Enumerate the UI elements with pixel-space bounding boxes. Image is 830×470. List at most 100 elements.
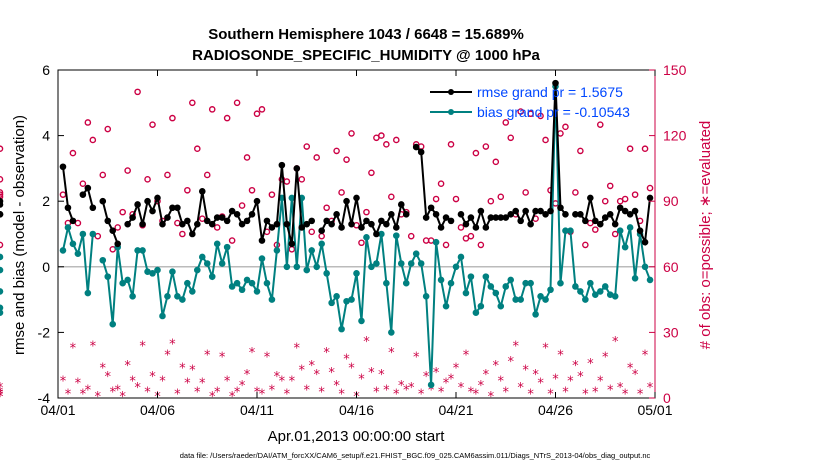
obs-possible-marker [592,226,599,233]
obs-evaluated-marker: * [448,372,455,387]
obs-evaluated-marker: * [483,368,490,383]
bias-point [318,240,325,248]
rmse-point [552,79,559,87]
obs-possible-marker [407,232,415,240]
obs-evaluated-marker: * [468,385,475,400]
obs-evaluated-marker: * [249,346,256,361]
bias-point [646,276,654,284]
obs-evaluated-marker: * [493,359,500,374]
obs-possible-marker [114,224,121,231]
obs-possible-marker [164,171,171,179]
obs-evaluated-marker: * [0,390,4,405]
x-axis-label: Apr.01,2013 00:00:00 start [268,428,446,445]
obs-evaluated-marker: * [453,361,460,376]
rmse-point [99,197,107,205]
obs-evaluated-marker: * [199,377,206,392]
bias-point [189,288,196,295]
bias-point [547,286,554,294]
legend-swatch-bias-marker [448,109,454,115]
obs-evaluated-marker: * [60,375,67,390]
rmse-point [378,217,385,225]
rmse-line [575,197,651,247]
obs-evaluated-marker: * [338,388,345,403]
obs-possible-marker [169,114,176,122]
obs-possible-marker [213,224,221,231]
obs-evaluated-marker: * [507,355,514,370]
obs-evaluated-marker: * [149,370,156,385]
rmse-point [79,191,87,198]
x-tick-label: 04/06 [140,402,175,418]
bias-point [169,268,176,276]
bias-point [353,270,360,277]
bias-point [84,289,92,297]
obs-evaluated-marker: * [398,379,405,394]
rmse-point [223,217,231,225]
obs-evaluated-marker: * [259,388,266,403]
bias-point [517,296,524,303]
obs-possible-marker [0,145,4,153]
bias-point [422,293,430,300]
rmse-point [388,211,395,218]
rmse-point [323,217,330,225]
obs-evaluated-marker: * [503,385,510,400]
obs-evaluated-marker: * [403,383,410,398]
rmse-point [104,217,112,225]
rmse-point [616,204,624,212]
rmse-point [482,224,490,231]
bias-point [194,266,201,274]
rmse-point [348,220,355,228]
obs-evaluated-marker: * [144,385,151,400]
rmse-point [189,230,196,238]
rmse-point [442,214,450,221]
bias-point [64,224,72,231]
rmse-point [149,207,156,215]
rmse-point [636,227,644,235]
bias-point [59,247,67,254]
rmse-point [596,220,604,228]
obs-possible-marker [189,99,196,107]
rmse-point [0,201,4,208]
obs-possible-marker [0,189,4,196]
rmse-point [626,211,634,218]
rmse-point [631,207,639,215]
bias-point [373,260,380,267]
bias-point [432,238,440,246]
obs-possible-marker [233,99,241,107]
rmse-series [0,79,654,248]
obs-possible-marker [348,130,355,137]
rmse-point [164,214,171,221]
obs-evaluated-marker: * [0,390,4,405]
bias-point [129,293,136,300]
obs-possible-marker [79,180,87,188]
obs-possible-marker [432,195,440,203]
obs-possible-marker [542,136,549,144]
obs-possible-marker [482,143,490,150]
rmse-point [248,211,256,218]
rmse-point [69,217,77,225]
obs-evaluated-marker: * [373,385,380,400]
obs-evaluated-marker: * [204,348,211,363]
rmse-point [298,224,306,231]
bias-point [263,279,271,287]
x-tick-label: 04/21 [438,402,473,418]
bias-point [601,283,609,290]
bias-point [233,279,241,287]
rmse-point [621,207,629,215]
rmse-point [293,165,301,172]
rmse-point [462,220,470,228]
obs-evaluated-marker: * [378,368,385,383]
obs-possible-marker [144,176,151,183]
bias-point [407,260,415,267]
rmse-point [228,207,236,215]
rmse-point [114,240,121,248]
obs-evaluated-marker: * [274,370,281,385]
obs-evaluated-marker: * [473,388,480,403]
obs-evaluated-marker: * [582,388,589,403]
bias-point [0,288,4,295]
y-tick-label: 0 [42,259,50,275]
obs-evaluated-marker: * [642,348,649,363]
bias-point [159,312,166,320]
obs-evaluated-marker: * [562,385,569,400]
obs-evaluated-marker: * [647,381,654,396]
rmse-point [517,217,524,225]
